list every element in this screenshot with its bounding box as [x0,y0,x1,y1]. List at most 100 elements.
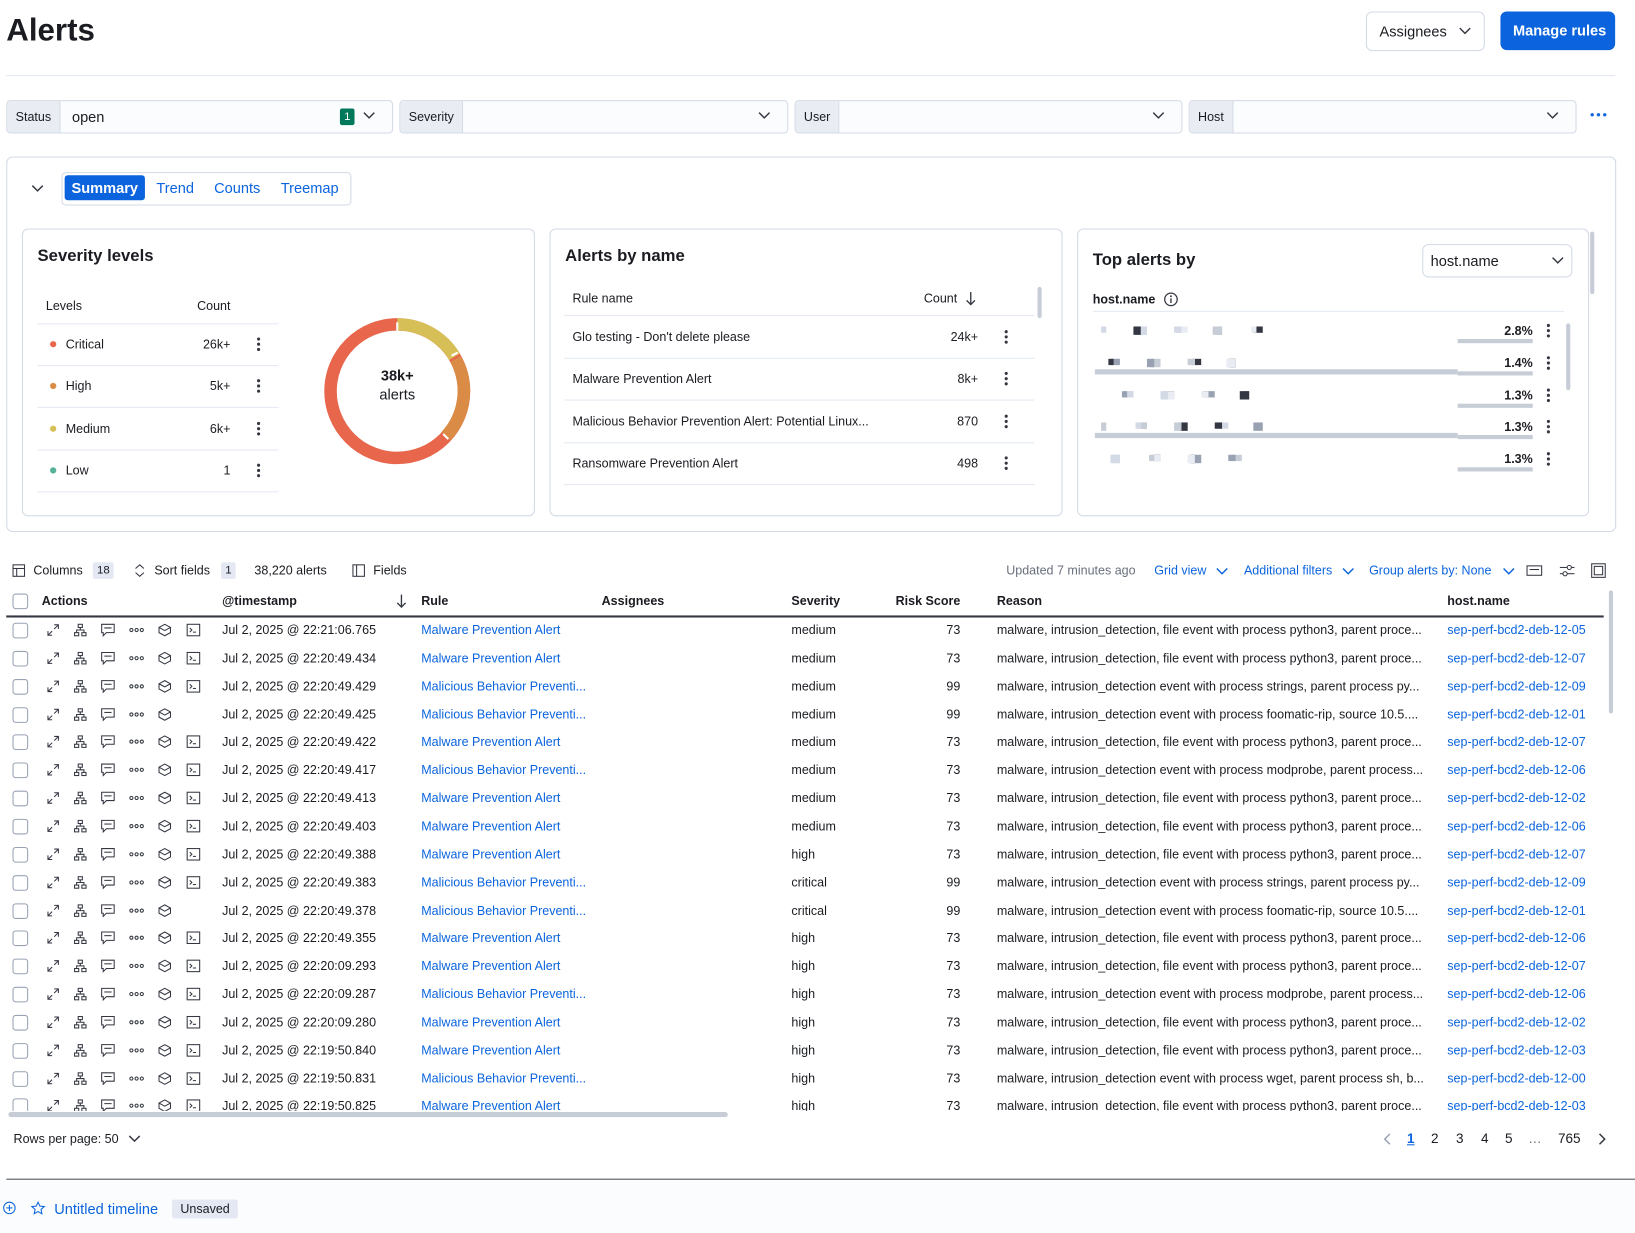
row-checkbox[interactable] [12,593,29,610]
row-action[interactable] [47,1016,62,1029]
row-action[interactable] [158,707,173,721]
row-action[interactable] [129,792,144,805]
row-menu[interactable] [1546,388,1550,403]
row-action[interactable] [101,875,116,890]
tab[interactable]: Summary [64,175,145,201]
row-action[interactable] [74,1071,89,1085]
row-action[interactable] [101,1099,116,1111]
cell-host[interactable]: sep-perf-bcd2-deb-12-06 [1447,986,1586,1002]
tab[interactable]: Counts [205,175,269,200]
filter-chevron[interactable] [758,112,771,120]
toolbar-icon[interactable] [12,564,26,577]
row-action[interactable] [186,1015,202,1029]
page-link[interactable]: 765 [1557,1130,1581,1147]
cell-rule[interactable]: Malware Prevention Alert [421,930,561,946]
row-action[interactable] [101,1015,116,1030]
row-action[interactable] [129,932,144,945]
row-action[interactable] [47,932,62,945]
row-action[interactable] [129,1044,144,1057]
tab[interactable]: Trend [148,175,202,200]
cell-rule[interactable]: Malicious Behavior Preventi... [421,1070,587,1086]
cell-rule[interactable]: Malware Prevention Alert [421,790,561,806]
rows-chevron[interactable] [128,1135,141,1143]
cell-rule[interactable]: Malware Prevention Alert [421,622,561,638]
cell-host[interactable]: sep-perf-bcd2-deb-12-02 [1447,790,1586,806]
cell-host[interactable]: sep-perf-bcd2-deb-12-01 [1447,706,1586,722]
row-menu[interactable] [1004,414,1008,429]
toolbar-button[interactable]: Columns [33,563,83,578]
row-menu[interactable] [1546,452,1550,467]
row-menu[interactable] [1004,330,1008,345]
row-action[interactable] [101,679,116,694]
row-action[interactable] [129,708,144,721]
row-action[interactable] [47,792,62,805]
row-action[interactable] [158,847,173,861]
row-action[interactable] [158,903,173,917]
timeline-toggle[interactable] [3,1201,16,1215]
sort-arrow[interactable] [966,291,976,306]
cell-rule[interactable]: Malware Prevention Alert [421,818,561,834]
cell-rule[interactable]: Malware Prevention Alert [421,1098,561,1111]
cell-host[interactable]: sep-perf-bcd2-deb-12-07 [1447,734,1586,750]
cell-rule[interactable]: Malicious Behavior Preventi... [421,762,587,778]
filter-control[interactable]: Severity [399,100,789,134]
row-action[interactable] [129,1016,144,1029]
row-menu[interactable] [1004,456,1008,471]
row-action[interactable] [158,735,173,749]
row-action[interactable] [101,959,116,974]
cell-rule[interactable]: Malicious Behavior Preventi... [421,902,587,918]
row-checkbox[interactable] [12,818,29,835]
row-action[interactable] [101,707,116,722]
row-action[interactable] [158,931,173,945]
sort-arrow[interactable] [396,594,407,609]
row-action[interactable] [186,959,202,973]
row-action[interactable] [186,1043,202,1057]
row-checkbox[interactable] [12,902,29,919]
assignees-chevron[interactable] [1459,27,1472,35]
cell-host[interactable]: sep-perf-bcd2-deb-12-06 [1447,818,1586,834]
row-action[interactable] [101,735,116,750]
filter-control[interactable]: User [794,100,1183,134]
row-action[interactable] [158,651,173,665]
toolbar-button[interactable]: Fields [373,563,407,578]
row-menu[interactable] [1546,420,1550,435]
toolbar-chevron[interactable] [1216,567,1229,575]
column-header[interactable]: Assignees [601,593,665,609]
tab[interactable]: Treemap [272,175,347,200]
row-action[interactable] [158,791,173,805]
row-action[interactable] [47,848,62,861]
row-action[interactable] [129,820,144,833]
row-action[interactable] [101,1043,116,1058]
row-action[interactable] [101,903,116,918]
cell-host[interactable]: sep-perf-bcd2-deb-12-07 [1447,958,1586,974]
filter-chevron[interactable] [363,112,376,120]
row-action[interactable] [47,876,62,889]
row-action[interactable] [47,1044,62,1057]
row-action[interactable] [74,763,89,777]
settings-icon[interactable] [1559,564,1575,577]
page-link[interactable]: 3 [1456,1130,1464,1147]
row-action[interactable] [129,988,144,1001]
cell-rule[interactable]: Malware Prevention Alert [421,958,561,974]
row-action[interactable] [101,987,116,1002]
row-action[interactable] [101,931,116,946]
page-link[interactable]: 4 [1481,1130,1489,1147]
row-checkbox[interactable] [12,846,29,863]
collapse-toggle[interactable] [31,185,44,193]
row-checkbox[interactable] [12,678,29,695]
row-action[interactable] [74,1099,89,1111]
row-action[interactable] [129,876,144,889]
row-action[interactable] [186,791,202,805]
cell-host[interactable]: sep-perf-bcd2-deb-12-02 [1447,1014,1586,1030]
rows-per-page[interactable]: Rows per page: 50 [13,1131,119,1147]
cell-rule[interactable]: Malicious Behavior Preventi... [421,678,587,694]
cell-rule[interactable]: Malware Prevention Alert [421,650,561,666]
row-action[interactable] [101,651,116,666]
cell-host[interactable]: sep-perf-bcd2-deb-12-03 [1447,1042,1586,1058]
row-action[interactable] [129,736,144,749]
row-action[interactable] [74,875,89,889]
row-checkbox[interactable] [12,986,29,1003]
filter-control[interactable]: Host [1188,100,1577,134]
next-page[interactable] [1598,1133,1606,1146]
row-checkbox[interactable] [12,930,29,947]
